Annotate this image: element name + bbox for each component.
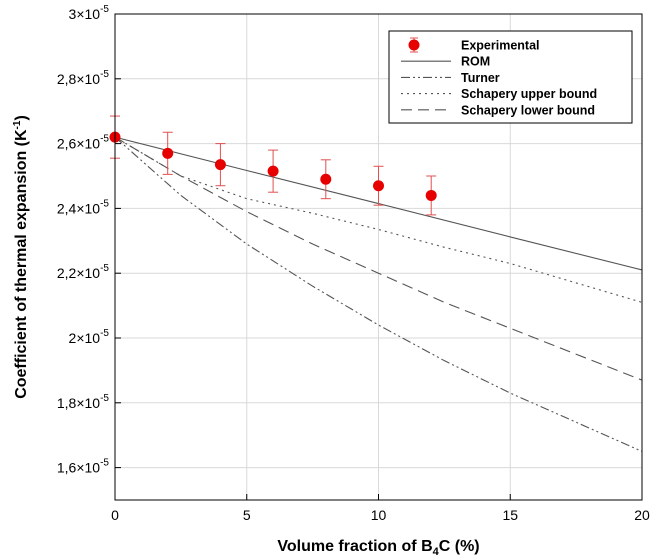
x-tick-label: 15 [502, 507, 518, 523]
axis-ticks: 0 5 10 15 20 1,6×10-5 1,8×10-5 2×10-5 2,2×10-5 2,… [57, 4, 650, 523]
y-axis-label: Coefficient of thermal expansion (K-1) [12, 115, 30, 399]
legend-swatch-marker [408, 39, 420, 51]
data-point-experimental [425, 189, 437, 201]
data-point-experimental [320, 173, 332, 185]
series-line-schapery-upper-bound [114, 136, 643, 303]
legend-label: Turner [461, 71, 500, 85]
y-axis-label-tail: ) [13, 115, 30, 120]
data-point-experimental [267, 165, 279, 177]
y-axis-label-superscript: -1 [12, 120, 23, 129]
y-tick-label: 2×10-5 [69, 328, 110, 346]
y-tick-label: 2,8×10-5 [57, 69, 110, 87]
experimental-points [109, 115, 437, 216]
x-tick-label: 10 [371, 507, 387, 523]
y-tick-label: 2,6×10-5 [57, 134, 110, 152]
data-point-experimental [162, 147, 174, 159]
series-line-turner [114, 136, 643, 452]
y-tick-label: 1,6×10-5 [57, 458, 110, 476]
legend-label: Experimental [461, 39, 540, 53]
x-axis-label-tail: C (%) [439, 538, 480, 555]
y-tick-label: 2,4×10-5 [57, 198, 110, 216]
y-tick-label: 1,8×10-5 [57, 393, 110, 411]
legend-label: Schapery upper bound [461, 87, 597, 101]
legend-label: Schapery lower bound [461, 103, 595, 117]
legend: Experimental ROM Turner Schapery upper boun… [388, 30, 633, 124]
x-axis-label-subscript: 4 [433, 546, 440, 558]
data-point-experimental [373, 180, 384, 192]
legend-label: ROM [461, 55, 490, 69]
data-point-experimental [214, 159, 226, 171]
series-line-schapery-lower-bound [114, 136, 643, 381]
x-tick-label: 20 [634, 507, 650, 523]
x-tick-label: 5 [243, 507, 251, 523]
x-axis-label-main: Volume fraction of B [277, 538, 432, 555]
y-tick-label: 3×10-5 [69, 4, 110, 22]
x-axis-label: Volume fraction of B4C (%) [277, 538, 479, 558]
y-tick-label: 2,2×10-5 [57, 263, 110, 281]
x-tick-label: 0 [111, 507, 119, 523]
y-axis-label-main: Coefficient of thermal expansion (K [13, 129, 30, 399]
